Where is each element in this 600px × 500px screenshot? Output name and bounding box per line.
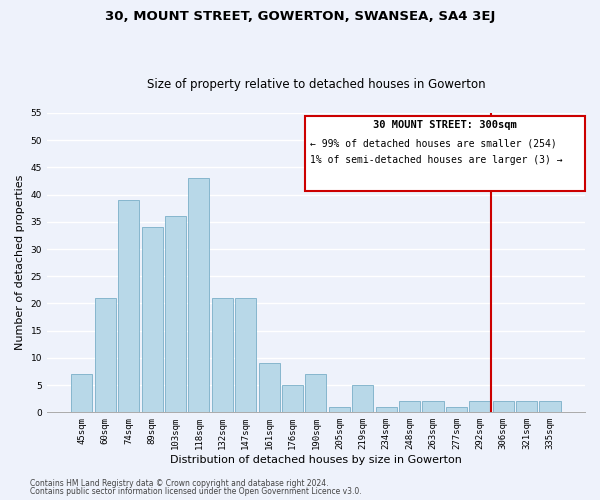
Bar: [516, 402, 537, 412]
Bar: [142, 228, 163, 412]
Bar: [235, 298, 256, 412]
Bar: [95, 298, 116, 412]
Bar: [118, 200, 139, 412]
Bar: [165, 216, 186, 412]
Bar: [305, 374, 326, 412]
Y-axis label: Number of detached properties: Number of detached properties: [15, 175, 25, 350]
X-axis label: Distribution of detached houses by size in Gowerton: Distribution of detached houses by size …: [170, 455, 462, 465]
Bar: [259, 364, 280, 412]
Bar: [376, 407, 397, 412]
Bar: [352, 385, 373, 412]
Bar: [469, 402, 490, 412]
Bar: [446, 407, 467, 412]
Bar: [399, 402, 420, 412]
Text: Contains HM Land Registry data © Crown copyright and database right 2024.: Contains HM Land Registry data © Crown c…: [30, 478, 329, 488]
Text: 30 MOUNT STREET: 300sqm: 30 MOUNT STREET: 300sqm: [373, 120, 517, 130]
Text: ← 99% of detached houses are smaller (254): ← 99% of detached houses are smaller (25…: [310, 138, 557, 148]
Title: Size of property relative to detached houses in Gowerton: Size of property relative to detached ho…: [146, 78, 485, 91]
Bar: [539, 402, 560, 412]
Bar: [188, 178, 209, 412]
Bar: [493, 402, 514, 412]
Text: 30, MOUNT STREET, GOWERTON, SWANSEA, SA4 3EJ: 30, MOUNT STREET, GOWERTON, SWANSEA, SA4…: [105, 10, 495, 23]
Bar: [71, 374, 92, 412]
Bar: [329, 407, 350, 412]
Bar: [422, 402, 443, 412]
Text: 1% of semi-detached houses are larger (3) →: 1% of semi-detached houses are larger (3…: [310, 155, 563, 165]
Bar: [212, 298, 233, 412]
Bar: [282, 385, 303, 412]
Text: Contains public sector information licensed under the Open Government Licence v3: Contains public sector information licen…: [30, 487, 362, 496]
